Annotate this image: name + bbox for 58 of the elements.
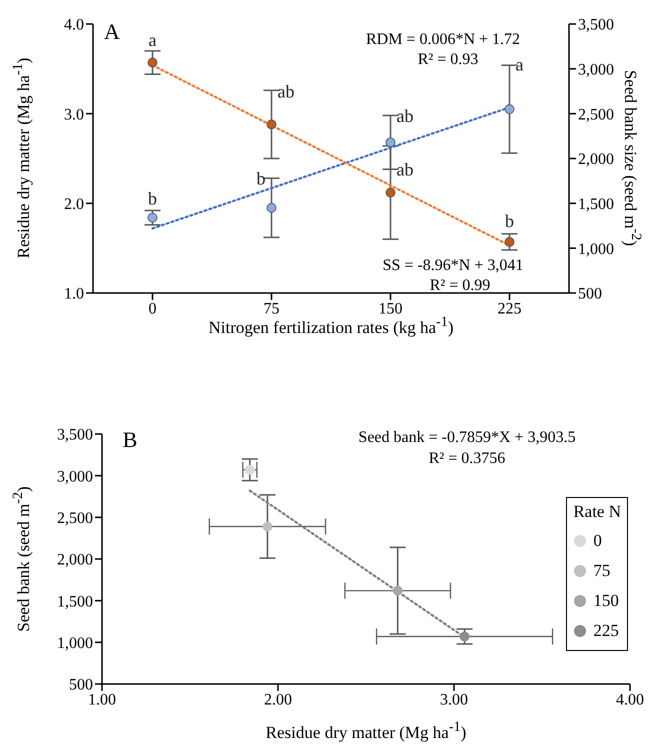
point: [392, 586, 403, 596]
y-tick-label: 1.0: [64, 286, 84, 303]
annotation: a: [148, 30, 156, 50]
y-tick-label: 3.0: [64, 106, 84, 124]
y-tick-label: 2.0: [64, 196, 84, 214]
y-tick-label: 2,000: [57, 552, 93, 569]
y-tick-label: 500: [69, 676, 93, 694]
y2-tick-label: 500: [578, 286, 602, 303]
annotation: R² = 0.93: [418, 51, 478, 69]
y2-tick-label: 1,500: [578, 196, 614, 214]
y-tick-label: 3,000: [57, 468, 93, 486]
x-tick-label: 225: [498, 300, 522, 318]
annotation: ab: [396, 160, 414, 180]
point: [460, 632, 470, 642]
x-tick-label: 1.00: [88, 691, 116, 708]
point: [148, 58, 158, 68]
annotation: b: [256, 168, 266, 189]
legend-label: 225: [593, 620, 619, 640]
annotation: A: [104, 19, 120, 45]
point: [504, 236, 514, 247]
annotation: b: [148, 188, 157, 209]
annotation: ab: [278, 82, 294, 102]
point: [386, 188, 396, 198]
point: [262, 522, 272, 532]
annotation: a: [516, 54, 524, 75]
y2-tick-label: 3,500: [578, 16, 614, 34]
y-tick-label: 2,500: [57, 510, 93, 528]
point: [386, 137, 396, 148]
y-tick-label: 4.0: [64, 16, 84, 34]
y-tick-label: 1,000: [57, 635, 93, 652]
y2-tick-label: 1,000: [578, 240, 614, 258]
annotation: R² = 0.99: [430, 277, 490, 295]
point: [266, 202, 276, 213]
legend-title: Rate N: [573, 502, 621, 522]
annotation: R² = 0.3756: [428, 450, 506, 468]
annotation: SS = -8.96*N + 3,041: [382, 257, 524, 275]
annotation: RDM = 0.006*N + 1.72: [366, 31, 520, 49]
legend-label: 75: [593, 560, 610, 580]
y-tick-label: 3,500: [57, 426, 93, 444]
x-tick-label: 0: [148, 300, 156, 318]
point: [504, 104, 514, 114]
point: [266, 120, 276, 130]
point: [148, 212, 158, 223]
x-tick-label: 3.00: [440, 691, 468, 708]
y2-tick-label: 2,500: [578, 106, 614, 124]
x-axis-title: Residue dry matter (Mg ha$^{-1}$): [266, 719, 466, 743]
legend-label: 0: [593, 530, 602, 550]
y-tick-label: 1,500: [57, 593, 93, 610]
y2-tick-label: 2,000: [578, 151, 614, 168]
x-tick-label: 4.00: [616, 691, 644, 708]
annotation: ab: [396, 106, 414, 126]
legend-label: 150: [593, 590, 619, 610]
point: [244, 464, 255, 475]
annotation: B: [122, 427, 138, 453]
annotation: Seed bank = -0.7859*X + 3,903.5: [358, 429, 576, 447]
x-tick-label: 2.00: [264, 691, 292, 708]
y2-tick-label: 3,000: [578, 62, 614, 79]
annotation: b: [505, 210, 514, 231]
